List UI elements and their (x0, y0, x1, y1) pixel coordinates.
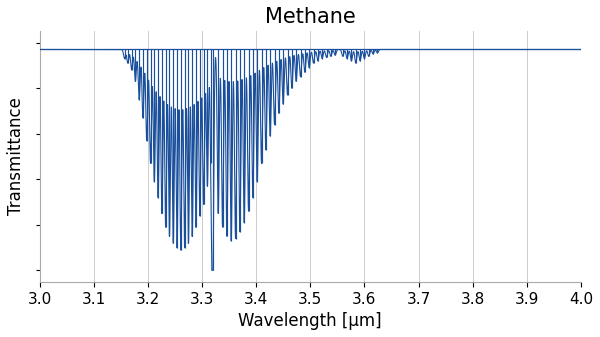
Y-axis label: Transmittance: Transmittance (7, 98, 25, 215)
Title: Methane: Methane (265, 7, 356, 27)
X-axis label: Wavelength [μm]: Wavelength [μm] (238, 312, 382, 330)
